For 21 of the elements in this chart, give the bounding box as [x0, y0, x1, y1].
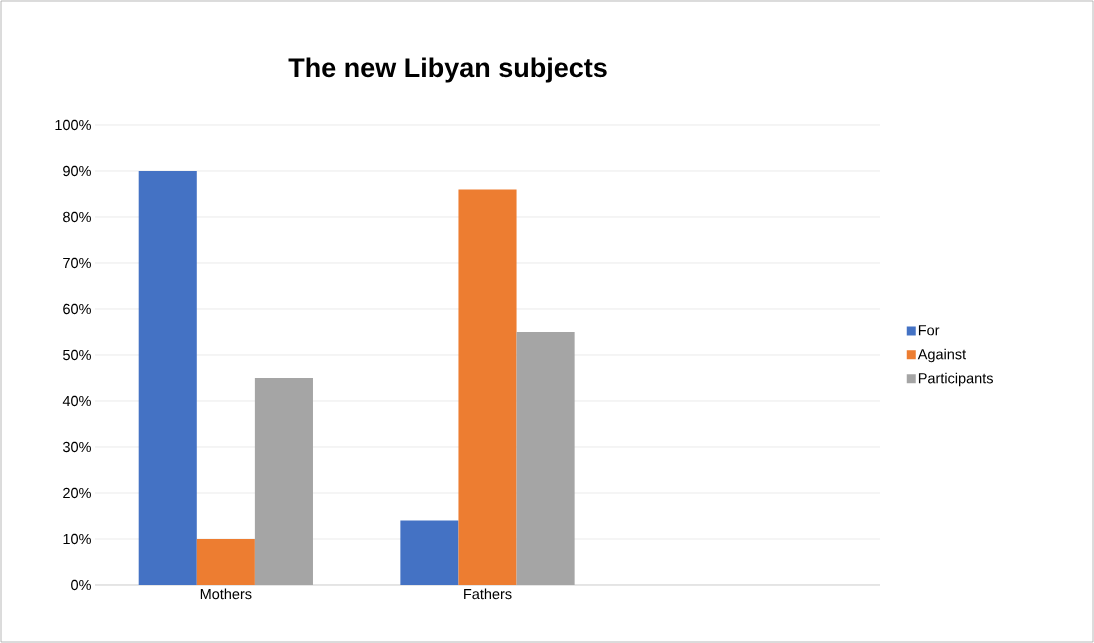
x-tick-label: Fathers — [464, 588, 512, 600]
y-tick-label: 0% — [71, 579, 91, 591]
y-tick-label: 90% — [63, 165, 91, 177]
y-tick-label: 30% — [63, 441, 91, 453]
y-tick-label: 80% — [63, 211, 91, 223]
y-tick-label: 10% — [63, 533, 91, 545]
y-tick-label: 60% — [63, 303, 91, 315]
y-tick-label: 50% — [63, 349, 91, 361]
y-tick-label: 70% — [63, 257, 91, 269]
legend-label: Participants — [918, 372, 993, 387]
legend-label: For — [918, 325, 940, 336]
legend-label: Against — [917, 348, 966, 363]
bar — [458, 189, 517, 585]
chart-title: The new Libyan subjects — [288, 57, 607, 83]
y-tick-label: 20% — [63, 487, 91, 499]
y-tick-label: 100% — [55, 119, 91, 131]
bar — [138, 171, 197, 585]
bar — [400, 520, 459, 585]
y-tick-label: 40% — [62, 395, 91, 407]
x-tick-label: Mothers — [200, 588, 252, 600]
bar — [196, 539, 255, 585]
